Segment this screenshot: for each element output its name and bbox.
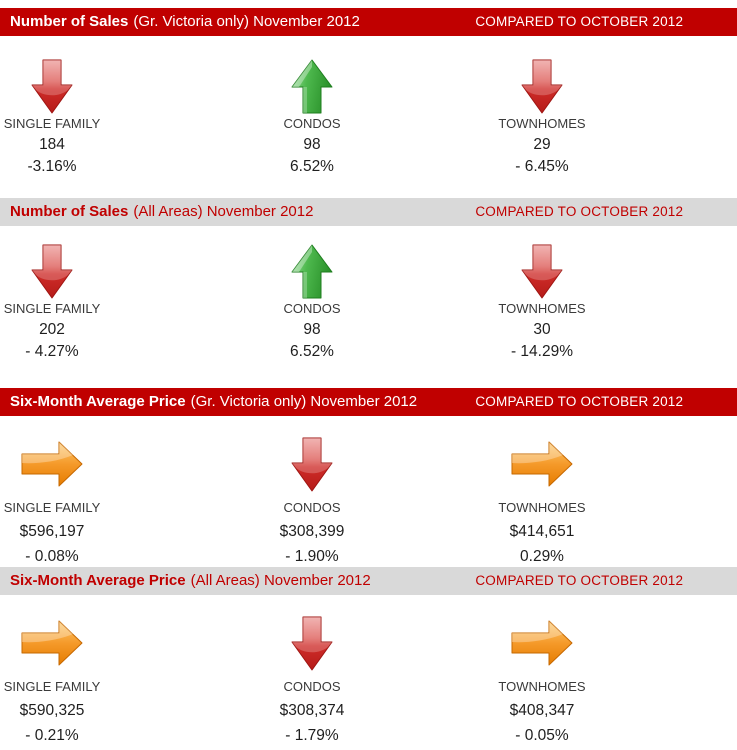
stat-value: $308,399 [279, 523, 345, 540]
stat-value: 30 [533, 321, 551, 338]
category-label: CONDOS [283, 116, 341, 131]
stat-single-family: SINGLE FAMILY 184 -3.16% [0, 58, 104, 176]
arrow-down-icon [291, 437, 333, 492]
stat-value: $596,197 [19, 523, 85, 540]
stat-condos: CONDOS $308,374 - 1.79% [260, 615, 364, 745]
compare-label: COMPARED TO OCTOBER 2012 [475, 14, 684, 29]
section-header-bar: Number of Sales (Gr. Victoria only) Novem… [0, 8, 737, 36]
compare-label: COMPARED TO OCTOBER 2012 [475, 573, 684, 588]
category-label: SINGLE FAMILY [3, 679, 101, 694]
stat-change: -3.16% [27, 158, 77, 175]
compare-label: COMPARED TO OCTOBER 2012 [475, 394, 684, 409]
stats-row: SINGLE FAMILY 184 -3.16% CONDOS 98 6.52%… [0, 58, 737, 208]
arrow-right-icon [511, 617, 573, 669]
stat-value: $590,325 [19, 702, 85, 719]
stat-townhomes: TOWNHOMES $414,651 0.29% [490, 436, 594, 566]
section-title: Six-Month Average Price (All Areas) Novem… [10, 572, 371, 589]
stat-change: 6.52% [290, 343, 334, 360]
stat-condos: CONDOS 98 6.52% [260, 243, 364, 361]
stats-row: SINGLE FAMILY 202 - 4.27% CONDOS 98 6.52… [0, 243, 737, 393]
stat-change: - 6.45% [515, 158, 569, 175]
stat-change: - 0.08% [25, 548, 79, 565]
stat-townhomes: TOWNHOMES $408,347 - 0.05% [490, 615, 594, 745]
category-label: TOWNHOMES [498, 500, 586, 515]
stat-value: 98 [303, 321, 321, 338]
stat-change: 0.29% [520, 548, 564, 565]
stat-change: 6.52% [290, 158, 334, 175]
section-title-bold: Number of Sales [10, 13, 129, 30]
section-title: Six-Month Average Price (Gr. Victoria onl… [10, 393, 417, 410]
arrow-up-icon [291, 59, 333, 114]
stats-row: SINGLE FAMILY $590,325 - 0.21% CONDOS $3… [0, 615, 737, 750]
sales-all-areas-section: Number of Sales (All Areas) November 2012… [0, 198, 737, 393]
arrow-up-icon [291, 244, 333, 299]
stat-value: 184 [39, 136, 65, 153]
category-label: CONDOS [283, 500, 341, 515]
category-label: TOWNHOMES [498, 116, 586, 131]
category-label: CONDOS [283, 679, 341, 694]
arrow-down-icon [291, 616, 333, 671]
stat-single-family: SINGLE FAMILY $596,197 - 0.08% [0, 436, 104, 566]
category-label: SINGLE FAMILY [3, 500, 101, 515]
arrow-right-icon [21, 617, 83, 669]
stat-single-family: SINGLE FAMILY 202 - 4.27% [0, 243, 104, 361]
category-label: SINGLE FAMILY [3, 301, 101, 316]
stat-change: - 4.27% [25, 343, 79, 360]
stat-change: - 1.79% [285, 727, 339, 744]
stat-change: - 1.90% [285, 548, 339, 565]
section-header-bar: Number of Sales (All Areas) November 2012… [0, 198, 737, 226]
price-all-areas-section: Six-Month Average Price (All Areas) Novem… [0, 567, 737, 750]
stat-value: 202 [39, 321, 65, 338]
stat-value: $408,347 [509, 702, 575, 719]
stat-change: - 0.21% [25, 727, 79, 744]
section-title-rest: (Gr. Victoria only) November 2012 [133, 13, 360, 30]
section-title-rest: (All Areas) November 2012 [190, 572, 371, 589]
stat-value: 29 [533, 136, 551, 153]
arrow-down-icon [31, 59, 73, 114]
section-title: Number of Sales (All Areas) November 2012 [10, 203, 313, 220]
stat-change: - 14.29% [510, 343, 574, 360]
section-title: Number of Sales (Gr. Victoria only) Novem… [10, 13, 360, 30]
stat-value: 98 [303, 136, 321, 153]
sales-gr-victoria-section: Number of Sales (Gr. Victoria only) Novem… [0, 8, 737, 208]
section-title-rest: (Gr. Victoria only) November 2012 [190, 393, 418, 410]
arrow-down-icon [521, 59, 563, 114]
price-gr-victoria-section: Six-Month Average Price (Gr. Victoria onl… [0, 388, 737, 586]
stat-townhomes: TOWNHOMES 29 - 6.45% [490, 58, 594, 176]
arrow-right-icon [21, 438, 83, 490]
arrow-down-icon [31, 244, 73, 299]
stat-condos: CONDOS 98 6.52% [260, 58, 364, 176]
section-title-bold: Six-Month Average Price [10, 393, 186, 410]
stat-townhomes: TOWNHOMES 30 - 14.29% [490, 243, 594, 361]
section-header-bar: Six-Month Average Price (All Areas) Novem… [0, 567, 737, 595]
arrow-down-icon [521, 244, 563, 299]
section-title-bold: Six-Month Average Price [10, 572, 186, 589]
stats-row: SINGLE FAMILY $596,197 - 0.08% CONDOS $3… [0, 436, 737, 586]
stat-condos: CONDOS $308,399 - 1.90% [260, 436, 364, 566]
compare-label: COMPARED TO OCTOBER 2012 [475, 204, 684, 219]
category-label: TOWNHOMES [498, 301, 586, 316]
stat-single-family: SINGLE FAMILY $590,325 - 0.21% [0, 615, 104, 745]
stat-value: $414,651 [509, 523, 575, 540]
section-header-bar: Six-Month Average Price (Gr. Victoria onl… [0, 388, 737, 416]
section-title-bold: Number of Sales [10, 203, 129, 220]
arrow-right-icon [511, 438, 573, 490]
category-label: CONDOS [283, 301, 341, 316]
stat-value: $308,374 [279, 702, 345, 719]
category-label: TOWNHOMES [498, 679, 586, 694]
section-title-rest: (All Areas) November 2012 [133, 203, 314, 220]
stat-change: - 0.05% [515, 727, 569, 744]
category-label: SINGLE FAMILY [3, 116, 101, 131]
